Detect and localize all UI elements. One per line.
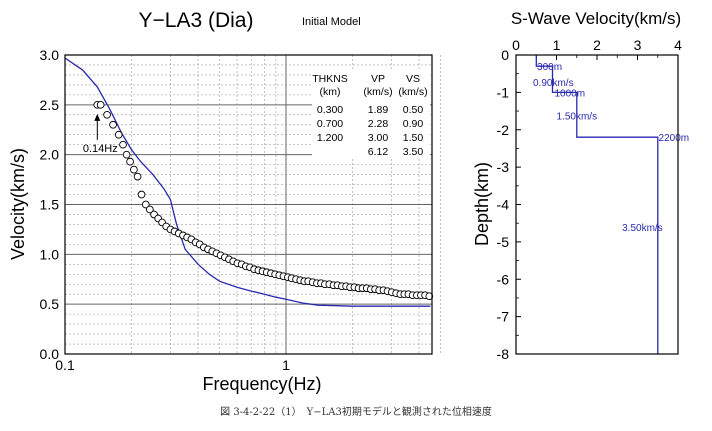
model-table-cell: 0.300 (317, 104, 343, 116)
right-y-tick-label: 0 (501, 47, 509, 63)
model-table-header: VS (406, 73, 420, 85)
model-table-cell: 3.50 (403, 146, 424, 158)
model-table-cell: 0.50 (403, 104, 424, 116)
observed-point (126, 157, 134, 166)
left-chart-title: Y−LA3 (Dia) (139, 9, 254, 32)
observed-point (130, 165, 138, 174)
model-table-cell: 0.700 (317, 118, 343, 130)
model-table-cell: 1.89 (368, 104, 389, 116)
model-table-background (312, 70, 430, 158)
model-table-header: (km/s) (398, 86, 427, 98)
observed-point (133, 172, 142, 181)
right-y-tick-label: -6 (497, 271, 510, 287)
left-x-tick-label: 1 (282, 357, 290, 373)
annotation-arrowhead (94, 113, 101, 121)
left-x-axis-label: Frequency(Hz) (202, 374, 321, 394)
observed-point (103, 110, 111, 119)
left-y-tick-label: 1.0 (40, 246, 60, 262)
annotation-label: 0.14Hz (83, 143, 118, 155)
model-table-header: VP (371, 73, 385, 85)
observed-point (119, 140, 127, 149)
right-x-tick-label: 4 (674, 37, 682, 53)
profile-annotation: 1000m (554, 88, 585, 99)
right-y-tick-label: -5 (497, 234, 510, 250)
velocity-profile-chart: S-Wave Velocity(km/s) 0 1 2 3 4 0 -1 -2 -3 -4 -5 -6… (472, 9, 689, 362)
profile-annotation: 3.50km/s (622, 223, 663, 234)
right-y-tick-label: -2 (497, 122, 510, 138)
left-y-axis-label: Velocity(km/s) (8, 148, 28, 260)
observed-point (122, 150, 131, 159)
model-table-cell: 3.00 (368, 132, 389, 144)
right-x-tick-label: 2 (593, 37, 601, 53)
model-table-cell: 1.200 (317, 132, 343, 144)
observed-point (96, 100, 105, 109)
model-table-cell: 2.28 (368, 118, 389, 130)
left-series (64, 57, 434, 307)
left-y-tick-label: 3.0 (40, 47, 60, 63)
model-table-cell: 1.50 (403, 132, 424, 144)
left-y-tick-label: 1.5 (40, 197, 60, 213)
left-tick-labels: 0.0 0.5 1.0 1.5 2.0 2.5 3.0 0.1 1 (40, 47, 291, 373)
observed-point (137, 190, 146, 199)
left-plot-frame (64, 54, 433, 355)
right-tick-labels: 0 1 2 3 4 0 -1 -2 -3 -4 -5 -6 -7 -8 (497, 37, 683, 362)
right-y-axis-label: Depth(km) (472, 162, 492, 246)
model-table-cell: 6.12 (368, 146, 389, 158)
right-y-tick-label: -7 (497, 309, 510, 325)
theoretical-dispersion-curve (64, 57, 431, 307)
left-y-tick-label: 2.0 (40, 147, 60, 163)
profile-annotation: 1.50km/s (557, 112, 598, 123)
left-y-tick-label: 0.5 (40, 296, 60, 312)
figure-caption: 図 3-4-2-22（1） Y−LA3初期モデルと観測された位相速度 (220, 407, 492, 418)
right-x-tick-label: 3 (634, 37, 642, 53)
left-chart-subtitle: Initial Model (302, 16, 361, 28)
left-y-tick-label: 0.0 (40, 346, 60, 362)
observed-point (425, 292, 434, 301)
model-table-header: (km/s) (363, 86, 392, 98)
right-plot-frame (515, 54, 679, 355)
velocity-profile-line (535, 55, 659, 354)
profile-annotation: 2200m (659, 133, 690, 144)
left-y-tick-label: 2.5 (40, 97, 60, 113)
model-table: THKNS(km)VP(km/s)VS(km/s)0.300 1.89 0.500.… (312, 70, 430, 158)
right-x-tick-label: 0 (512, 37, 520, 53)
model-table-cell: 0.90 (403, 118, 424, 130)
observed-point (109, 120, 117, 129)
observed-point (141, 200, 150, 209)
observed-point (114, 130, 123, 139)
right-x-tick-label: 1 (553, 37, 561, 53)
model-table-header: THKNS (312, 73, 348, 85)
profile-annotation: 300m (537, 62, 562, 73)
dispersion-chart: Y−LA3 (Dia) Initial Model 0.0 0.5 1.0 1.5 2.… (8, 9, 441, 394)
left-x-tick-label: 0.1 (55, 357, 75, 373)
right-y-tick-label: -4 (497, 197, 510, 213)
profile-annotation: 0.90km/s (533, 78, 574, 89)
right-chart-title: S-Wave Velocity(km/s) (511, 9, 681, 28)
right-y-tick-label: -3 (497, 159, 510, 175)
right-y-tick-label: -8 (497, 346, 510, 362)
model-table-header: (km) (320, 86, 341, 98)
observed-point (145, 205, 154, 214)
left-annotation: 0.14Hz (83, 113, 118, 155)
right-y-tick-label: -1 (497, 84, 510, 100)
right-series (535, 55, 659, 354)
